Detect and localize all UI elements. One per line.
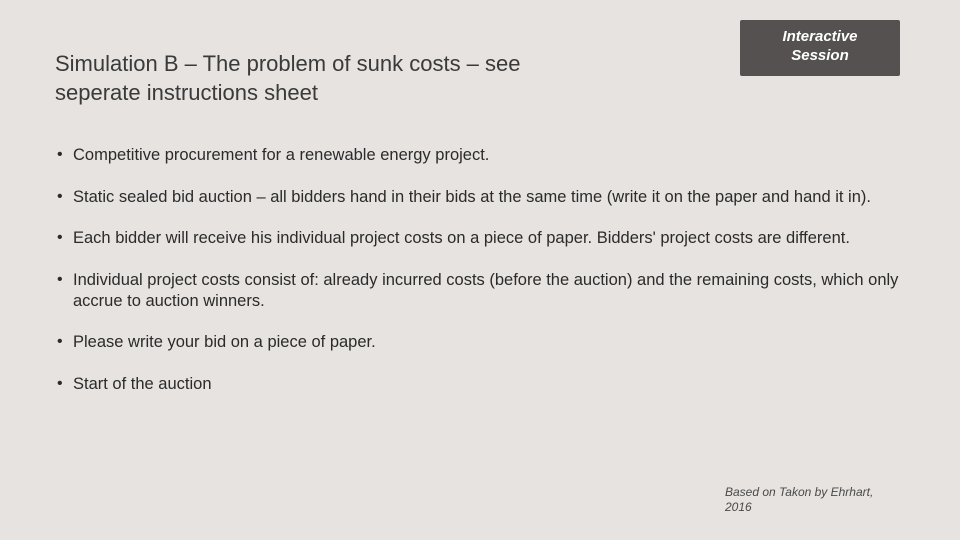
bullet-list: Competitive procurement for a renewable … — [55, 145, 905, 395]
badge-line1: Interactive — [782, 28, 857, 45]
list-item: Start of the auction — [55, 374, 905, 395]
list-item: Please write your bid on a piece of pape… — [55, 332, 905, 353]
slide-body: Simulation B – The problem of sunk costs… — [55, 50, 905, 520]
slide-title: Simulation B – The problem of sunk costs… — [55, 50, 535, 107]
list-item: Individual project costs consist of: alr… — [55, 270, 905, 313]
list-item: Competitive procurement for a renewable … — [55, 145, 905, 166]
attribution-text: Based on Takon by Ehrhart, 2016 — [725, 485, 885, 516]
list-item: Each bidder will receive his individual … — [55, 228, 905, 249]
list-item: Static sealed bid auction – all bidders … — [55, 187, 905, 208]
